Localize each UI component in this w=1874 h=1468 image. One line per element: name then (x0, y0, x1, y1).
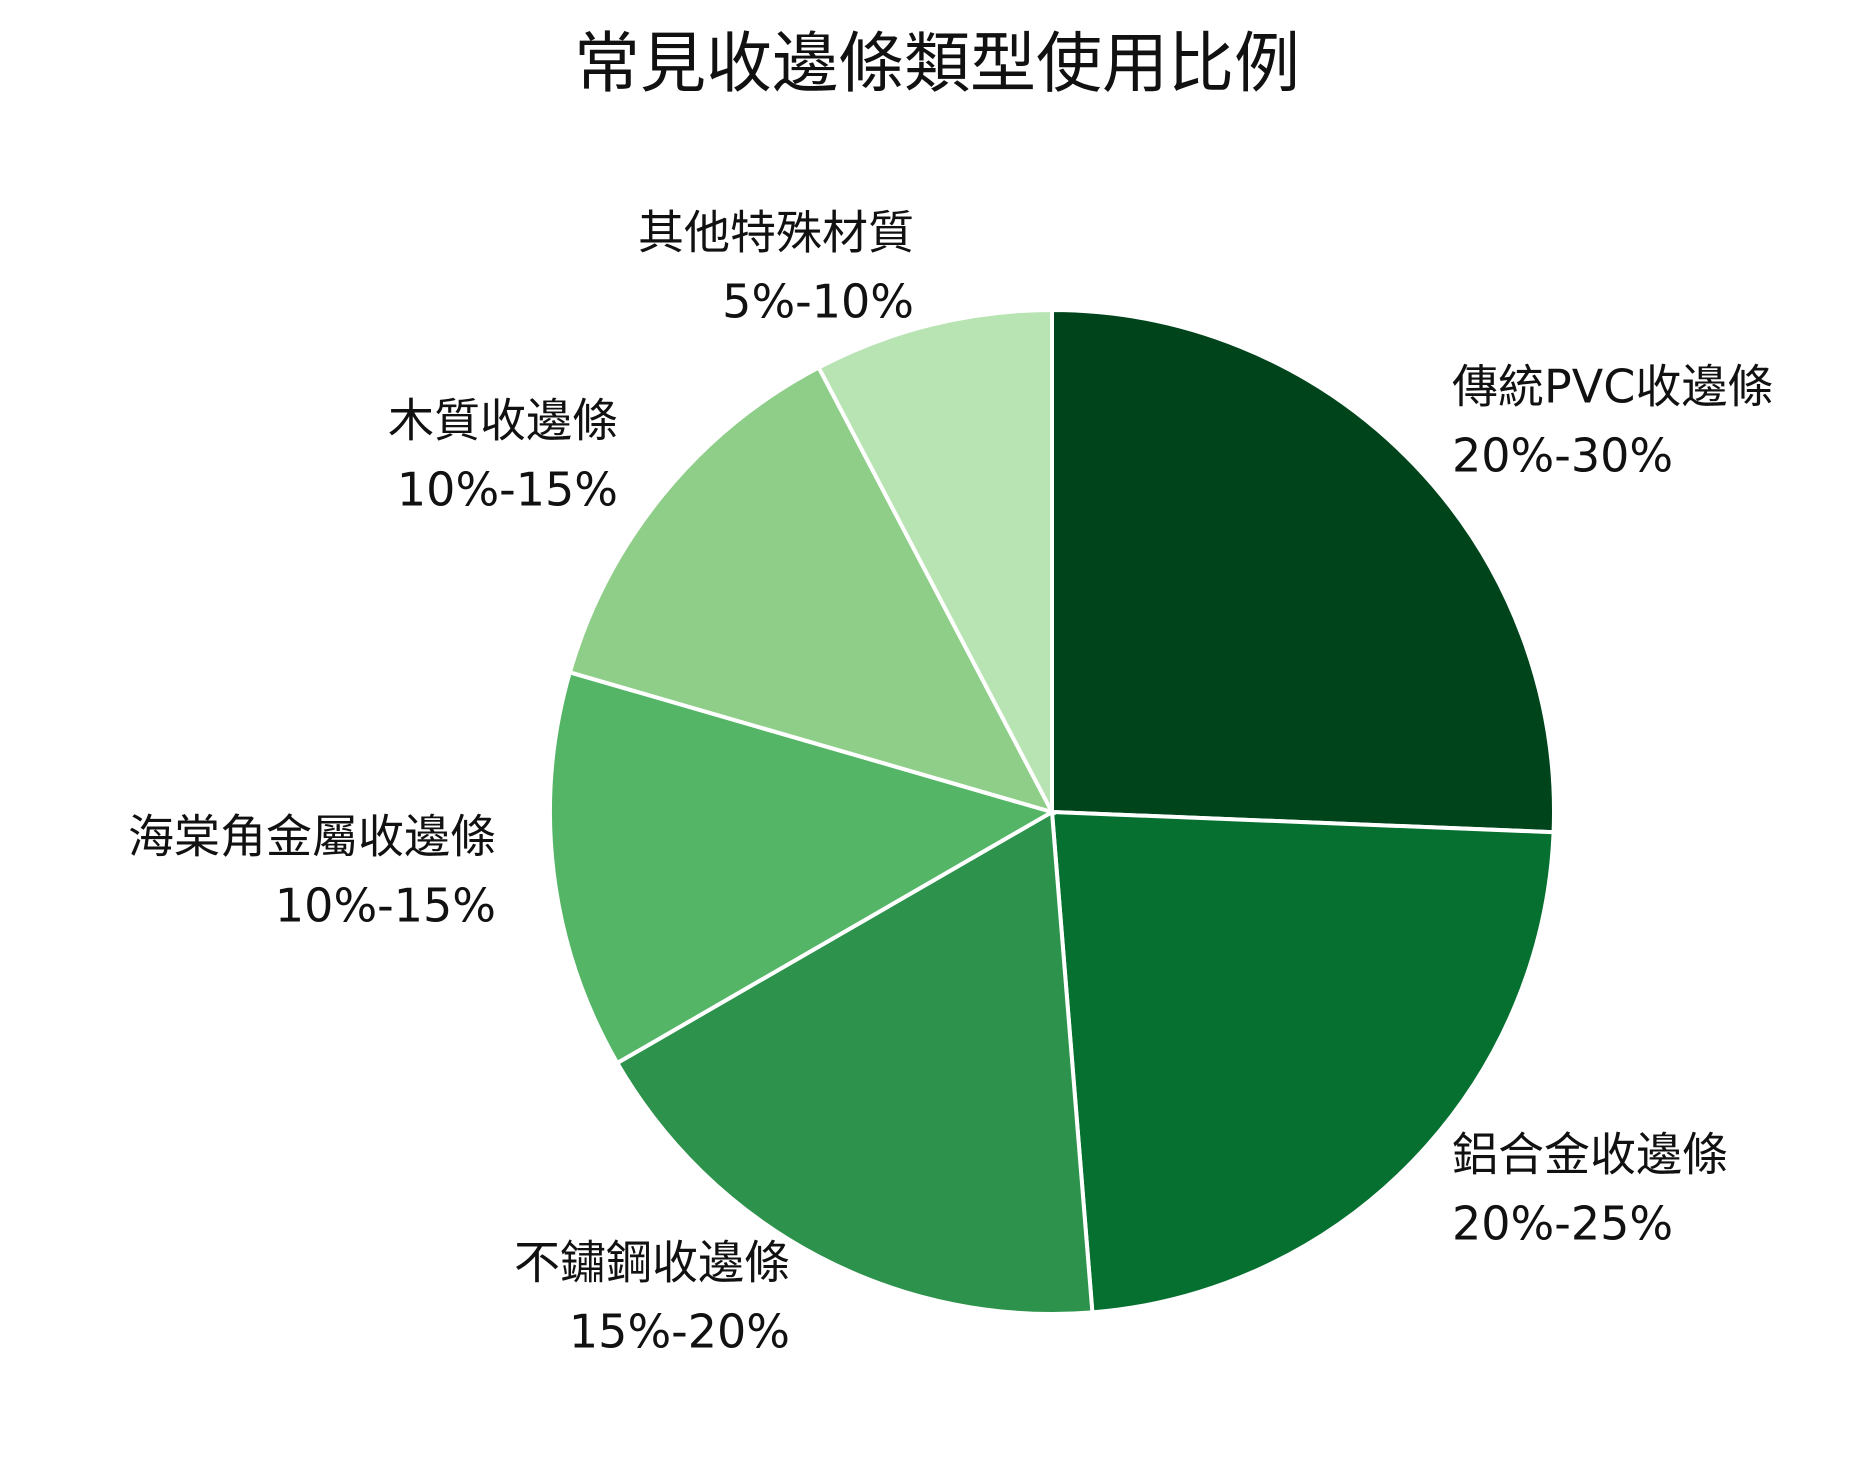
pie-slice (567, 364, 1056, 816)
value-label: 20%-30% (1452, 429, 1673, 483)
slice-label: 木質收邊條 (388, 394, 618, 448)
value-label: 5%-10% (722, 275, 914, 329)
value-label: 10%-15% (397, 463, 618, 517)
pie-slice (614, 808, 1095, 1316)
slice-label: 海棠角金屬收邊條 (128, 810, 496, 864)
pie-slice (1050, 307, 1556, 835)
pie-slice (548, 669, 1058, 1066)
value-label: 20%-25% (1452, 1197, 1673, 1251)
slice-label: 不鏽鋼收邊條 (514, 1236, 790, 1290)
value-label: 10%-15% (275, 879, 496, 933)
slice-label: 其他特殊材質 (638, 206, 914, 260)
value-label: 15%-20% (569, 1305, 790, 1359)
slice-label: 鋁合金收邊條 (1452, 1128, 1728, 1182)
pie-slice (1049, 809, 1556, 1315)
pie-slice (816, 307, 1054, 813)
slice-label: 傳統PVC收邊條 (1452, 360, 1773, 414)
chart-title: 常見收邊條類型使用比例 (574, 25, 1300, 102)
